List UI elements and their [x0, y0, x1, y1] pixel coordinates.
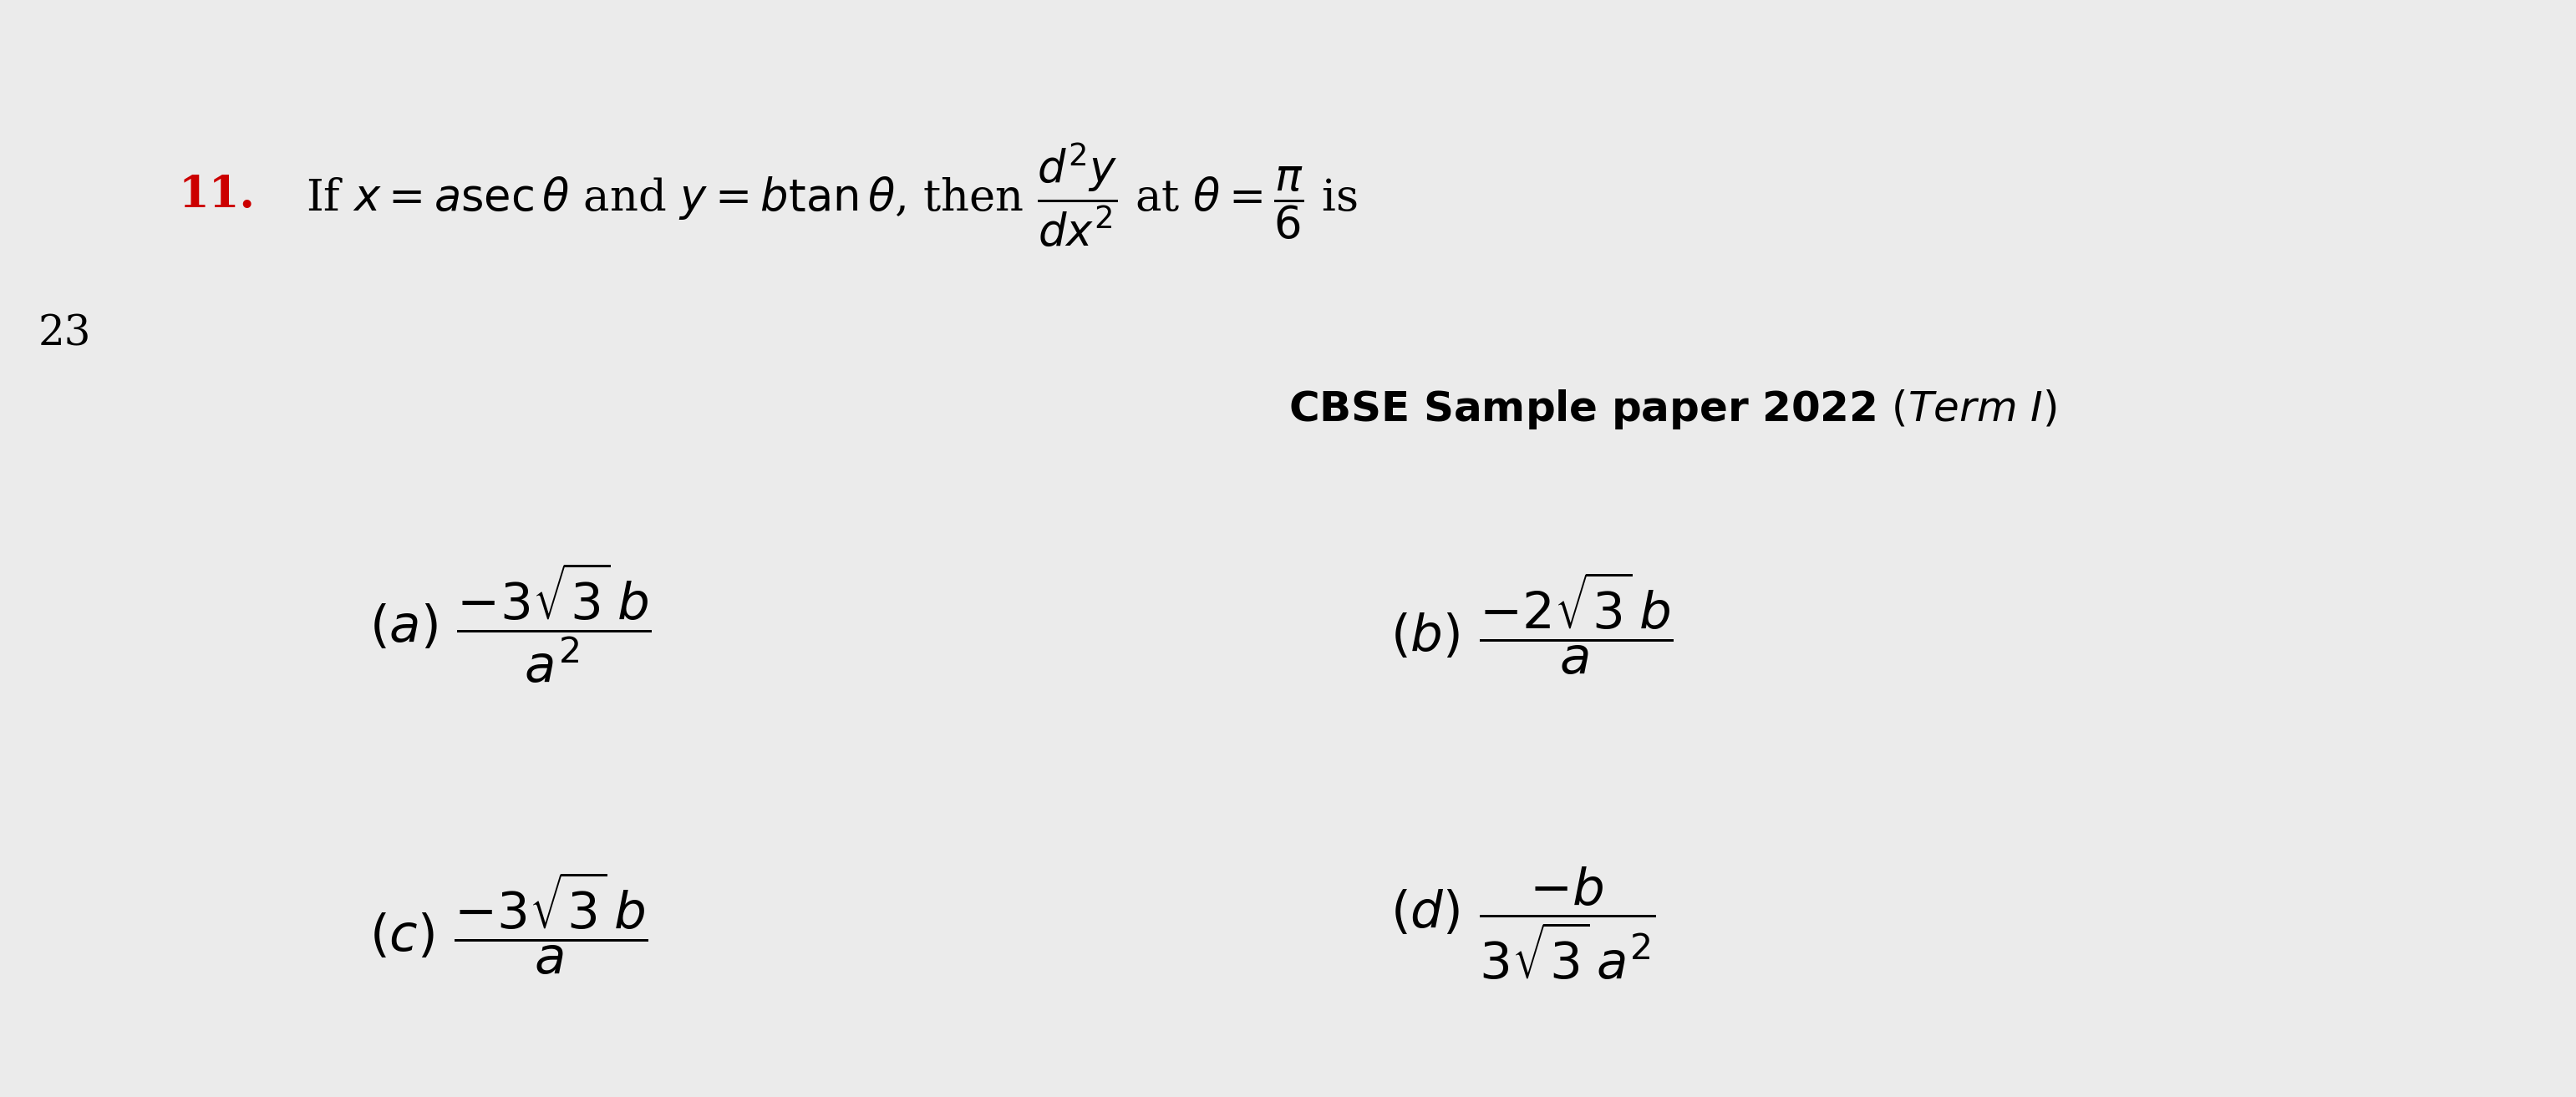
Text: 23: 23: [39, 314, 90, 354]
Text: $(a)\ \dfrac{-3\sqrt{3}\,b}{a^2}$: $(a)\ \dfrac{-3\sqrt{3}\,b}{a^2}$: [371, 562, 652, 686]
Text: $(c)\ \dfrac{-3\sqrt{3}\,b}{a}$: $(c)\ \dfrac{-3\sqrt{3}\,b}{a}$: [371, 870, 649, 977]
Text: If $x = a\sec\theta$ and $y = b\tan\theta$, then $\dfrac{d^2y}{dx^2}$ at $\theta: If $x = a\sec\theta$ and $y = b\tan\thet…: [307, 142, 1358, 248]
Text: $\mathbf{CBSE\ Sample\ paper\ 2022}$$\mathit{\ (Term\ I)}$: $\mathbf{CBSE\ Sample\ paper\ 2022}$$\ma…: [1288, 387, 2056, 431]
Text: $(d)\ \dfrac{-b}{3\sqrt{3}\,a^2}$: $(d)\ \dfrac{-b}{3\sqrt{3}\,a^2}$: [1391, 866, 1656, 982]
Text: $(b)\ \dfrac{-2\sqrt{3}\,b}{a}$: $(b)\ \dfrac{-2\sqrt{3}\,b}{a}$: [1391, 570, 1672, 677]
Text: 11.: 11.: [178, 173, 255, 216]
